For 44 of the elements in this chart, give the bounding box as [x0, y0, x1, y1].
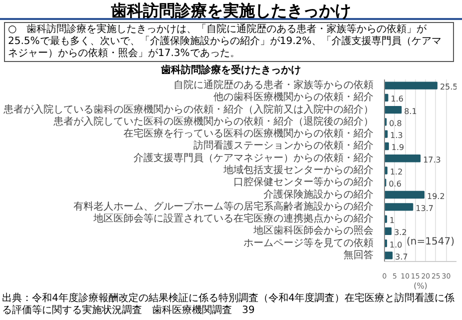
bar: [384, 252, 393, 260]
y-tick-label: 無回答: [344, 248, 374, 261]
y-tick-label: 自院に通院歴のある患者・家族等からの依頼: [174, 79, 374, 92]
y-tick-label: 介護保険施設からの紹介: [264, 188, 374, 200]
bar: [384, 82, 438, 90]
y-tick-label: 介護支援専門員（ケアマネジャー）からの依頼・紹介: [134, 152, 374, 164]
data-label: 0.8: [389, 118, 402, 128]
text: 出典：令和4年度診療報酬改定の結果検証に係る特別調査（令和4年度調査）在宅医療と訪問看護に係る評価等に関する実施状況調査 歯科医療機関調査 39: [2, 293, 455, 316]
data-label: 19.2: [426, 192, 445, 201]
data-label: 1.6: [390, 94, 404, 104]
y-tick-label: ホームページ等を見ての依頼: [244, 236, 374, 249]
annotation: (n=1547): [406, 236, 455, 248]
bar: [384, 94, 388, 102]
bar: [384, 106, 402, 114]
y-tick-label: 他の歯科医療機関からの依頼・紹介: [214, 91, 374, 104]
y-tick-label: 患者が入院していた医科の医療機関からの依頼・紹介（退院後の紹介）: [52, 115, 374, 128]
data-label: 3.2: [394, 228, 407, 238]
bar: [384, 142, 389, 150]
data-label: 1.9: [391, 143, 404, 152]
data-label: 3.7: [395, 252, 408, 262]
text: 歯科訪問診療を受けたきっかけ: [161, 64, 301, 78]
data-label: 13.7: [416, 204, 434, 213]
data-label: 1.2: [390, 168, 403, 176]
y-tick-label: 地区歯科医師会からの照会: [252, 224, 374, 237]
y-tick-label: 口腔保健センター等からの紹介: [234, 176, 374, 188]
y-tick-label: 在宅医療を行っている医科の医療機関からの依頼・紹介: [124, 128, 374, 140]
data-label: 1: [390, 216, 395, 226]
y-tick-label: 訪問看護ステーションからの依頼・紹介: [194, 140, 374, 152]
text: ○ 歯科訪問診療を実施したきっかけは、「自院に通院歴のある患者・家族等からの依頼」が25.5%で最も多く、次いで、「介護保険施設からの紹介」が19.2%、「介護支援専門員（ケアマネジャー）からの依頼・照会」が17.3%であった。: [8, 24, 443, 60]
data-label: 0.6: [388, 180, 402, 189]
data-label: 1.3: [390, 131, 403, 140]
data-label: 8.1: [404, 106, 417, 116]
y-tick-label: 患者が入院している歯科の医療機関からの依頼・紹介（入院前又は入院中の紹介）: [2, 103, 374, 116]
y-tick-label: 有料老人ホーム、グループホーム等の居宅系高齢者施設からの紹介: [74, 200, 374, 212]
data-label: 1.0: [390, 240, 402, 250]
bar: [384, 227, 392, 236]
x-axis-title: (%): [414, 282, 428, 290]
bar: [384, 154, 421, 162]
y-tick-label: 地区医師会等に設置されている在宅医療の連携拠点からの紹介: [92, 212, 374, 225]
y-tick-label: 地域包括支援センターからの紹介: [222, 164, 374, 176]
bar: [384, 190, 424, 199]
data-label: 17.3: [423, 155, 441, 164]
text: 歯科訪問診療を実施したきっかけ: [111, 0, 351, 22]
bar: [384, 203, 414, 211]
